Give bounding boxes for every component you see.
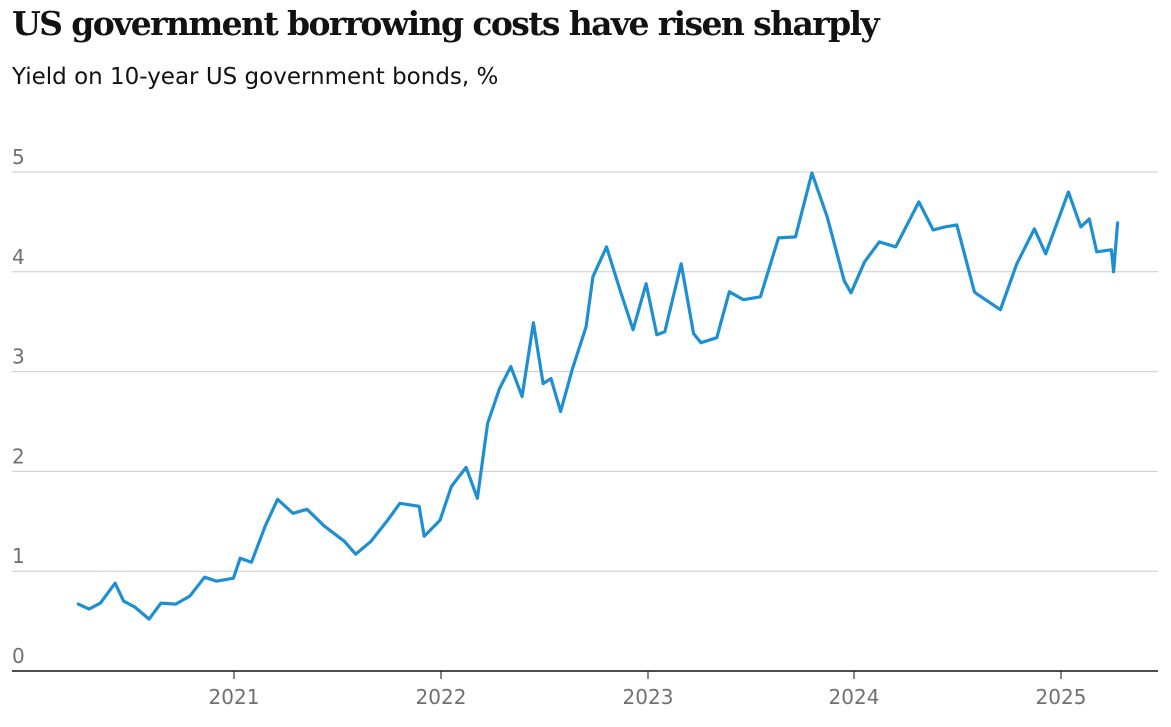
y-tick-label-1: 1: [12, 544, 25, 568]
chart-subtitle: Yield on 10-year US government bonds, %: [12, 64, 499, 90]
chart-title: US government borrowing costs have risen…: [12, 4, 880, 43]
series-line-0: [76, 171, 1120, 621]
y-tick-label-3: 3: [12, 345, 25, 369]
series-layer: [76, 171, 1120, 621]
x-tick-label-2021: 2021: [209, 685, 260, 709]
y-tick-label-0: 0: [12, 644, 25, 668]
x-tick-label-2023: 2023: [623, 685, 674, 709]
x-tick-label-2022: 2022: [416, 685, 467, 709]
y-tick-label-2: 2: [12, 444, 25, 468]
x-axis: 2021 2022 2023 2024 2025: [12, 670, 1158, 709]
y-tick-label-4: 4: [12, 245, 25, 269]
x-tick-label-2025: 2025: [1036, 685, 1087, 709]
y-tick-labels: 0 1 2 3 4 5: [12, 145, 25, 668]
gridlines: [12, 171, 1158, 572]
x-tick-label-2024: 2024: [829, 685, 880, 709]
y-tick-label-5: 5: [12, 145, 25, 169]
